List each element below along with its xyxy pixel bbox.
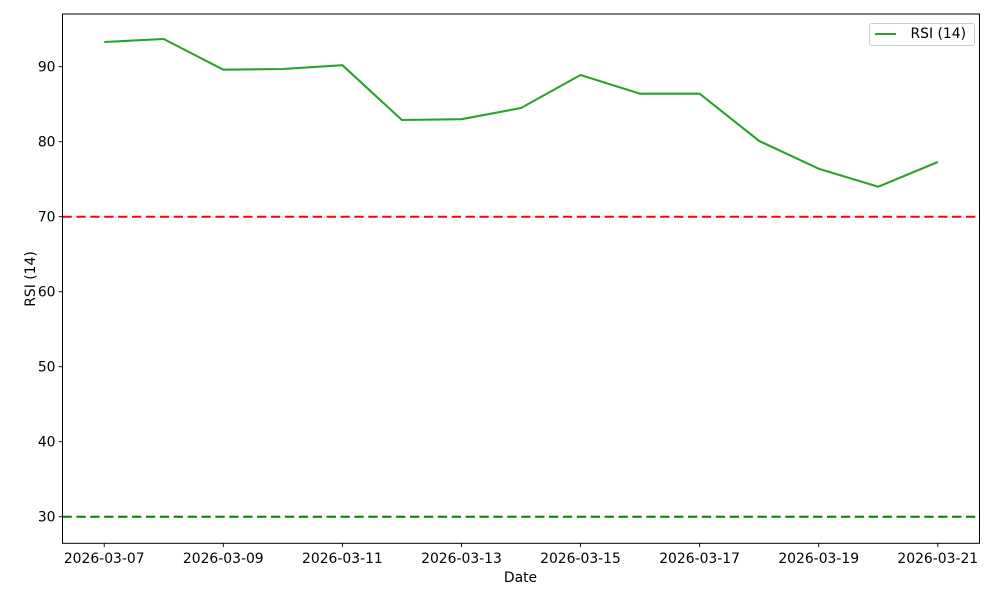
y-tick-label: 60 xyxy=(38,285,56,301)
rsi-series-line xyxy=(104,37,939,188)
legend-label: RSI (14) xyxy=(910,26,967,43)
x-tick-label: 2026-03-17 xyxy=(659,551,740,567)
x-tick-label: 2026-03-13 xyxy=(421,551,502,567)
x-tick-label: 2026-03-11 xyxy=(302,551,383,567)
x-tick-label: 2026-03-07 xyxy=(64,551,145,567)
y-tick-label: 90 xyxy=(38,60,56,76)
x-tick-label: 2026-03-09 xyxy=(183,551,264,567)
x-axis-label: Date xyxy=(503,570,538,586)
legend: RSI (14) xyxy=(868,22,975,46)
x-tick-label: 2026-03-21 xyxy=(897,551,978,567)
y-axis-label: RSI (14) xyxy=(22,250,39,307)
legend-line-swatch xyxy=(874,33,896,36)
y-tick-label: 40 xyxy=(38,435,56,451)
x-tick-label: 2026-03-19 xyxy=(778,551,859,567)
x-tick-label: 2026-03-15 xyxy=(540,551,621,567)
y-tick-label: 50 xyxy=(38,360,56,376)
plot-frame xyxy=(62,13,980,544)
y-tick-label: 70 xyxy=(38,210,56,226)
y-tick-label: 80 xyxy=(38,135,56,151)
y-tick-label: 30 xyxy=(38,510,56,526)
